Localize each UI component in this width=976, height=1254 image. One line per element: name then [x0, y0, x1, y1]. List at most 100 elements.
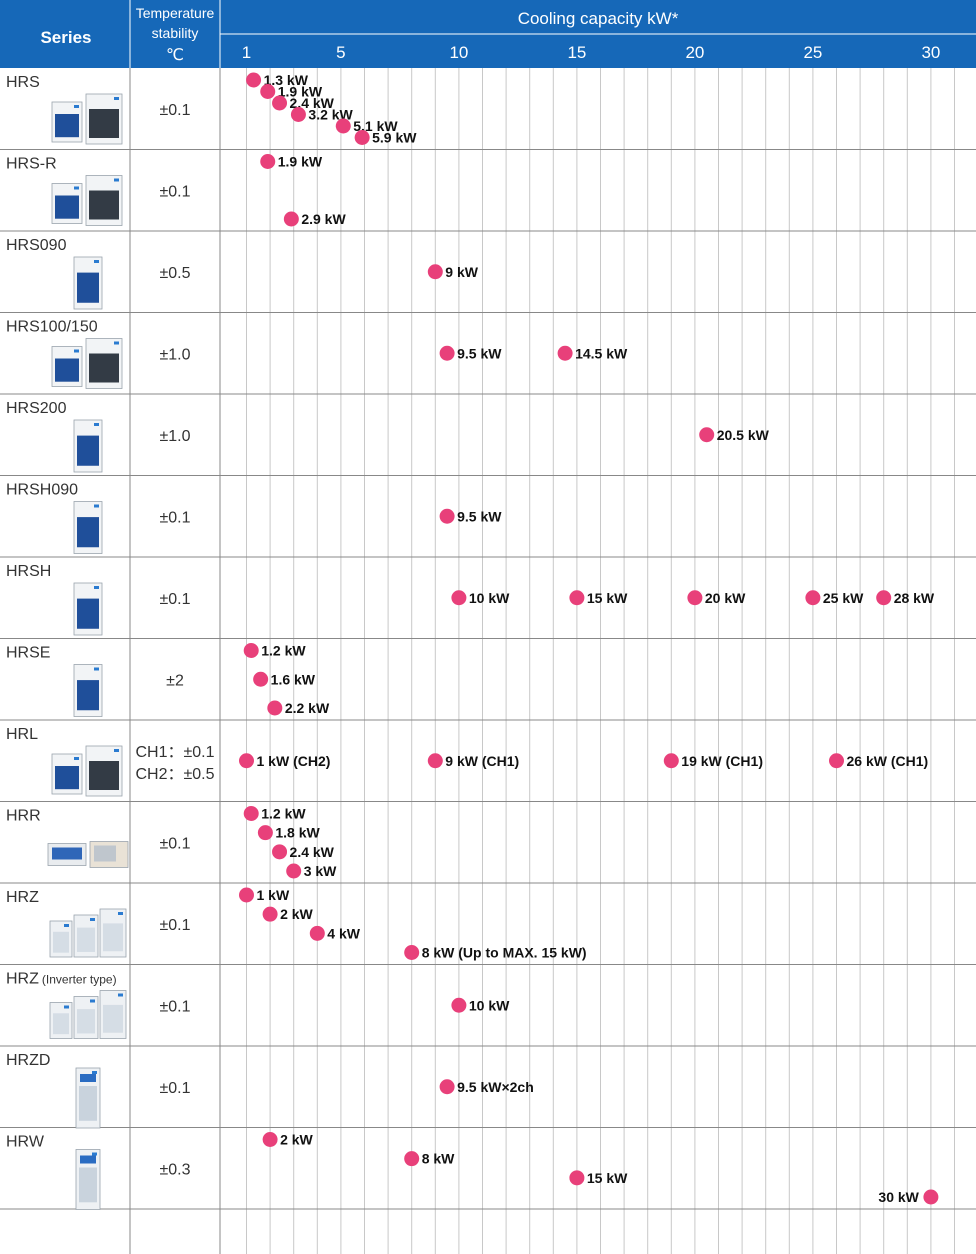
data-label: 8 kW — [422, 1151, 455, 1167]
chiller-units-pair-icon — [51, 175, 123, 226]
data-label: 1 kW — [257, 887, 290, 903]
chiller-units-pair-icon — [51, 93, 123, 145]
series-name: HRS — [6, 74, 40, 91]
data-label: 1.2 kW — [261, 806, 306, 822]
data-point — [805, 590, 821, 606]
data-point — [309, 925, 325, 941]
series-name: HRSH — [6, 563, 51, 580]
data-label: 2.4 kW — [290, 844, 335, 860]
unit-logo — [94, 260, 99, 263]
unit-logo — [92, 1152, 97, 1156]
unit-logo — [94, 667, 99, 671]
data-label: 26 kW (CH1) — [847, 753, 929, 769]
series-name-text: HRZD — [6, 1052, 50, 1069]
unit-logo — [94, 423, 99, 426]
unit-panel — [94, 845, 116, 862]
chiller-unit-icon — [73, 664, 103, 717]
data-label: 2 kW — [280, 1132, 313, 1148]
table-row: HRZ (Inverter type) ±0.1 10 kW — [0, 971, 976, 1047]
unit-panel — [89, 353, 119, 383]
data-label: 1.2 kW — [261, 643, 306, 659]
unit-logo — [64, 1005, 69, 1009]
unit-panel — [52, 847, 82, 860]
stability-value: ±1.0 — [159, 428, 190, 445]
chiller-units-group-icon — [49, 908, 127, 958]
data-label: 3.2 kW — [308, 107, 353, 123]
table-row: HRW ±0.3 2 kW 8 kW 15 kW 30 kW — [0, 1132, 976, 1210]
data-point — [404, 1151, 420, 1167]
table-row: HRZD ±0.1 9.5 kW×2ch — [0, 1052, 976, 1129]
vertical-gridlines — [246, 68, 955, 1254]
series-name-text: HRL — [6, 726, 38, 743]
data-point — [439, 1079, 455, 1095]
data-label: 20 kW — [705, 590, 746, 606]
data-label: 1.8 kW — [275, 825, 320, 841]
series-name: HRSH090 — [6, 482, 78, 499]
data-label: 10 kW — [469, 590, 510, 606]
chiller-units-pair-icon — [51, 745, 123, 797]
chiller-units-group-icon — [49, 990, 127, 1039]
data-point — [253, 671, 269, 687]
data-label: 9 kW (CH1) — [445, 753, 519, 769]
table-row: HRL CH1：±0.1 CH2：±0.5 1 kW (CH2) 9 kW (CH1) 1… — [0, 726, 976, 802]
unit-logo — [64, 924, 69, 927]
x-tick-label: 20 — [685, 43, 704, 62]
series-name-text: HRSH — [6, 563, 51, 580]
stability-value: CH2：±0.5 — [135, 766, 214, 783]
tall-chiller-unit-icon — [75, 1067, 101, 1129]
unit-logo — [94, 504, 99, 508]
series-name: HRS090 — [6, 237, 67, 254]
series-name: HRR — [6, 808, 41, 825]
unit-logo — [94, 586, 99, 589]
data-label: 25 kW — [823, 590, 864, 606]
stability-value: ±0.1 — [159, 998, 190, 1015]
unit-logo — [114, 178, 119, 182]
data-point — [239, 753, 254, 769]
series-name: HRL — [6, 726, 38, 743]
series-name-text: HRR — [6, 808, 41, 825]
data-label: 5.1 kW — [353, 118, 398, 134]
table-row: HRS ±0.1 1.3 kW1.9 kW2.4 kW3.2 kW5.1 kW5.9… — [0, 72, 976, 150]
data-label: 1.3 kW — [264, 72, 309, 88]
unit-panel — [103, 1004, 123, 1033]
data-point — [290, 107, 306, 122]
stability-value: ±0.3 — [159, 1161, 190, 1178]
unit-logo — [114, 749, 119, 752]
data-point — [829, 753, 844, 769]
unit-panel — [55, 358, 79, 382]
data-point — [243, 806, 259, 821]
unit-logo — [118, 993, 123, 997]
unit-panel — [77, 435, 99, 466]
series-name: HRZD — [6, 1052, 50, 1069]
data-point — [262, 906, 278, 922]
x-tick-label: 30 — [921, 43, 940, 62]
data-label: 9.5 kW — [457, 345, 502, 361]
table-row: HRS-R ±0.1 1.9 kW 2.9 kW — [0, 154, 976, 232]
data-label: 15 kW — [587, 590, 628, 606]
unit-panel — [77, 272, 99, 303]
series-name: HRS200 — [6, 400, 67, 417]
data-label: 1 kW (CH2) — [257, 753, 331, 769]
table-row: HRS200 ±1.0 20.5 kW — [0, 400, 976, 476]
chiller-units-pair-icon — [51, 338, 123, 389]
unit-panel — [55, 114, 79, 138]
unit-panel — [89, 190, 119, 220]
series-header: Series — [40, 28, 91, 47]
tall-chiller-unit-icon — [75, 1149, 101, 1210]
data-point — [272, 95, 288, 111]
data-label: 28 kW — [894, 590, 935, 606]
unit-panel — [77, 927, 95, 952]
series-name-text: HRSH090 — [6, 482, 78, 499]
unit-logo — [90, 918, 95, 921]
stability-value: ±0.1 — [159, 591, 190, 608]
data-point — [569, 590, 585, 606]
data-point — [439, 508, 455, 524]
series-name-text: HRS100/150 — [6, 319, 98, 336]
stability-value: ±0.1 — [159, 183, 190, 200]
data-point — [246, 72, 262, 88]
data-label: 8 kW (Up to MAX. 15 kW) — [422, 945, 587, 961]
data-point — [404, 945, 420, 960]
chiller-unit-icon — [73, 256, 103, 310]
data-point — [243, 643, 259, 658]
